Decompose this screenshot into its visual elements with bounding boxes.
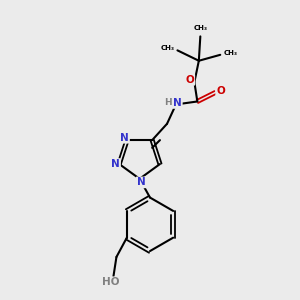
Text: N: N (137, 177, 146, 188)
Text: CH₃: CH₃ (223, 50, 237, 56)
Text: N: N (111, 159, 120, 169)
Text: CH₃: CH₃ (160, 45, 175, 51)
Text: H: H (164, 98, 171, 107)
Text: N: N (173, 98, 182, 108)
Text: CH₃: CH₃ (193, 25, 207, 31)
Text: O: O (185, 75, 194, 85)
Text: N: N (120, 133, 129, 143)
Text: HO: HO (102, 277, 119, 287)
Text: O: O (216, 86, 225, 96)
